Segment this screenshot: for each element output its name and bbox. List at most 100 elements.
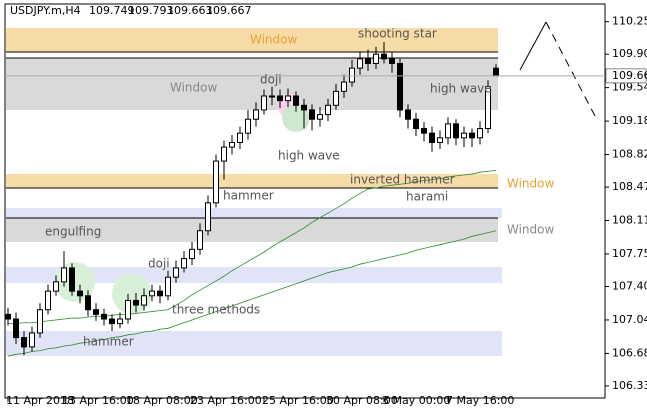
annotation: harami	[406, 190, 448, 204]
candle-body	[261, 95, 267, 111]
candle-body	[125, 299, 131, 320]
y-tick-label: 106.680	[612, 346, 647, 359]
moving-average	[7, 230, 497, 357]
y-tick-label: 107.040	[612, 313, 647, 326]
candle-body	[181, 258, 187, 269]
x-tick-label: 7 May 16:00	[446, 394, 514, 407]
annotation: Window	[250, 33, 298, 47]
header-open: 109.749	[89, 4, 135, 17]
candle-body	[205, 202, 211, 232]
annotation: shooting star	[358, 27, 437, 41]
candle-body	[477, 128, 483, 139]
candle-body	[229, 141, 235, 148]
annotation: high wave	[430, 82, 492, 96]
candle-body	[141, 295, 147, 306]
candle-body	[365, 58, 371, 64]
annotation: Window	[507, 223, 555, 237]
zone	[6, 331, 502, 356]
candle-body	[53, 281, 59, 292]
window-zone	[6, 174, 498, 188]
candle-body	[237, 132, 243, 143]
candle-body	[421, 128, 427, 134]
candle-body	[437, 137, 443, 143]
x-tick-label: 30 Apr 08:00	[326, 394, 398, 407]
candle-body	[349, 67, 355, 83]
window-zone	[6, 28, 498, 52]
candle-body	[493, 67, 499, 77]
candle-body	[101, 313, 107, 320]
candle-body	[133, 299, 139, 306]
annotation: Window	[170, 81, 218, 95]
candle-body	[469, 132, 475, 139]
candle-body	[269, 95, 275, 98]
candle-body	[109, 318, 115, 325]
candle-body	[93, 309, 99, 315]
price-box	[605, 68, 647, 84]
y-tick-label: 109.540	[612, 81, 647, 94]
candle-body	[461, 132, 467, 139]
candle-body	[245, 118, 251, 134]
zone	[6, 208, 502, 218]
annotation: Window	[507, 177, 555, 191]
candle-body	[325, 104, 331, 116]
y-tick-label: 109.180	[612, 114, 647, 127]
x-tick-label: 13 Apr 16:00	[62, 394, 134, 407]
candle-body	[413, 118, 419, 130]
candle-body	[389, 58, 395, 64]
marks	[5, 42, 499, 357]
candle-body	[445, 123, 451, 139]
candle-body	[117, 318, 123, 325]
candle-body	[453, 123, 459, 139]
annotation: inverted hammer	[350, 173, 455, 187]
annotation: hammer	[83, 335, 134, 349]
candle-body	[197, 230, 203, 250]
candle-body	[21, 337, 27, 348]
candle-body	[285, 95, 291, 102]
candle-body	[341, 81, 347, 92]
candle-body	[381, 53, 387, 60]
highlight	[282, 104, 310, 132]
y-tick-label: 109.900	[612, 47, 647, 60]
candle-body	[29, 332, 35, 348]
annotation: doji	[260, 73, 282, 87]
candle-body	[69, 267, 75, 292]
candle-body	[221, 146, 227, 162]
candle-body	[173, 267, 179, 278]
x-tick-label: 25 Apr 16:00	[262, 394, 334, 407]
header-low: 109.663	[167, 4, 213, 17]
candle-body	[485, 86, 491, 130]
candle-body	[309, 109, 315, 120]
candle-body	[301, 104, 307, 111]
candle-body	[13, 318, 19, 339]
candle-body	[277, 95, 283, 102]
candle-body	[61, 267, 67, 283]
x-tick-label: 3 May 00:00	[382, 394, 450, 407]
highlight	[112, 274, 152, 314]
candle-body	[45, 290, 51, 311]
candle-body	[189, 248, 195, 260]
annotation: high wave	[278, 149, 340, 163]
candle-body	[397, 62, 403, 111]
candle-body	[165, 276, 171, 297]
candle-body	[5, 313, 11, 320]
x-tick-label: 18 Apr 08:00	[126, 394, 198, 407]
candle-body	[317, 114, 323, 120]
annotation: doji	[148, 257, 170, 271]
y-tick-label: 108.470	[612, 180, 647, 193]
projection	[545, 21, 597, 119]
chart-title: USDJPY.m,H4	[10, 4, 81, 17]
y-tick-label: 110.250	[612, 15, 647, 28]
y-tick-label: 106.330	[612, 379, 647, 392]
candle-body	[293, 95, 299, 106]
x-tick-label: 11 Apr 2018	[6, 394, 74, 407]
annotation: hammer	[223, 189, 274, 203]
projection	[519, 21, 547, 71]
candle-body	[253, 109, 259, 120]
candle-body	[37, 309, 43, 334]
candle-body	[213, 160, 219, 204]
annotation: three methods	[172, 303, 260, 317]
candle-body	[429, 132, 435, 143]
candle-body	[157, 290, 163, 297]
y-tick-label: 107.750	[612, 247, 647, 260]
